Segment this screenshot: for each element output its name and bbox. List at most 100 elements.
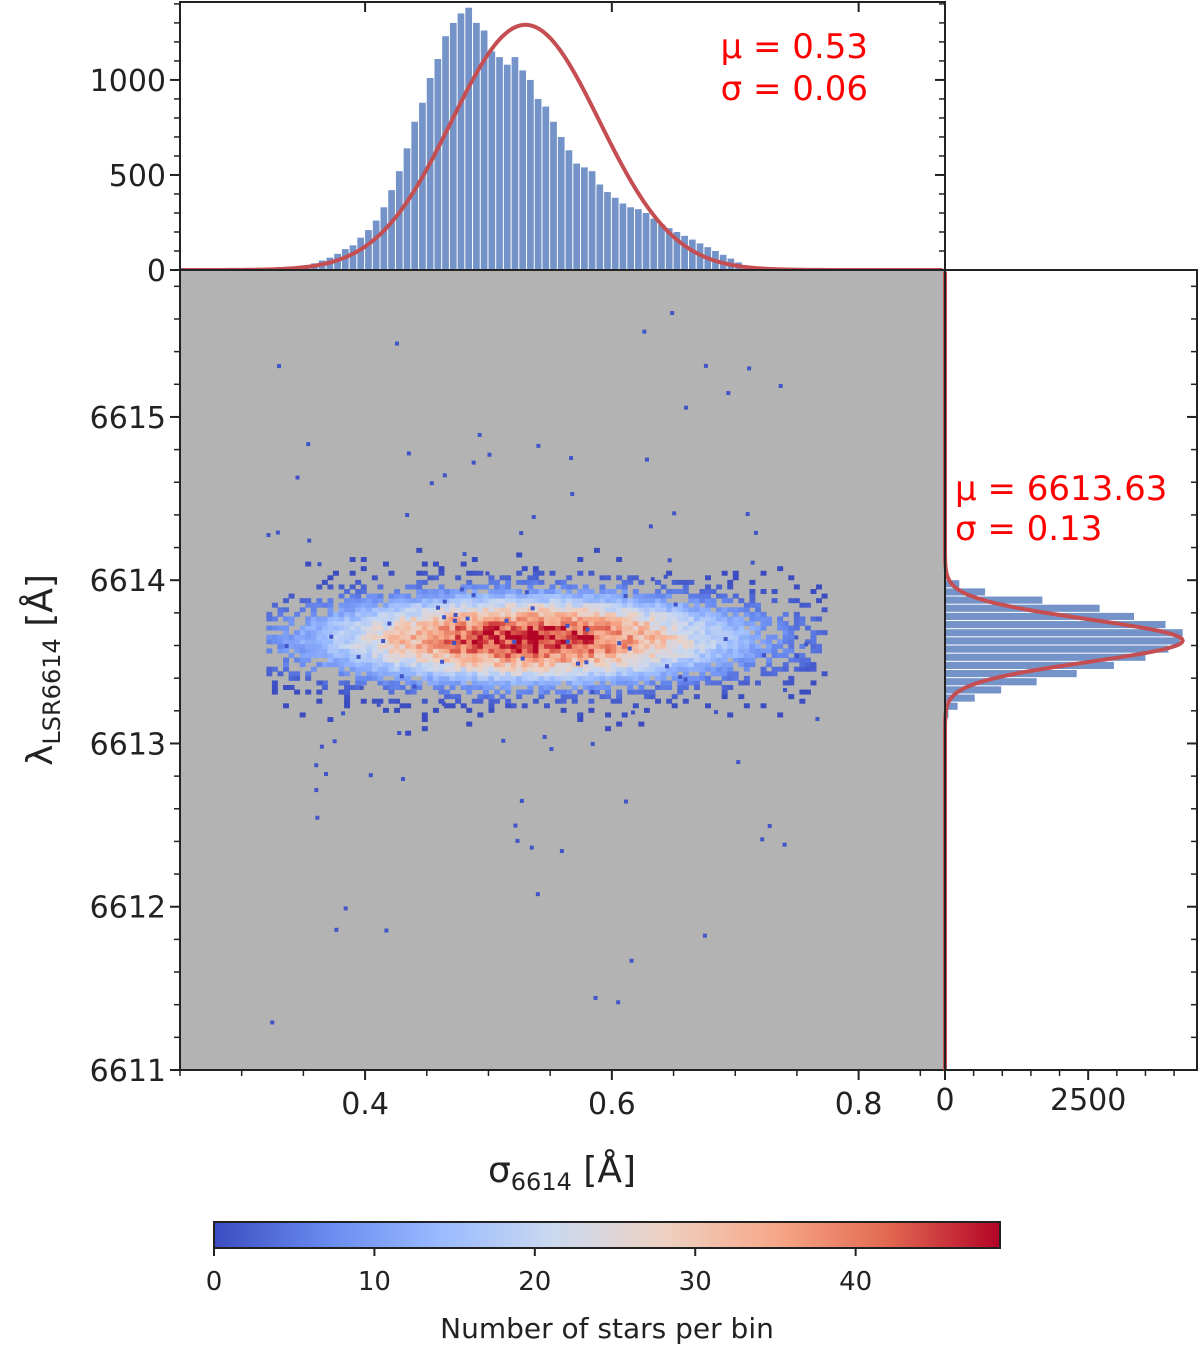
density-cell bbox=[749, 648, 756, 654]
density-cell bbox=[571, 680, 578, 686]
outlier-cell bbox=[723, 637, 728, 642]
density-cell bbox=[616, 575, 623, 581]
density-cell bbox=[394, 630, 401, 636]
density-cell bbox=[460, 625, 467, 631]
density-cell bbox=[271, 616, 278, 622]
density-cell bbox=[605, 694, 612, 700]
density-cell bbox=[638, 675, 645, 681]
density-cell bbox=[388, 662, 395, 668]
density-cell bbox=[660, 630, 667, 636]
density-cell bbox=[699, 621, 706, 626]
density-cell bbox=[294, 639, 301, 645]
density-cell bbox=[382, 561, 389, 567]
density-cell bbox=[360, 611, 367, 617]
density-cell bbox=[655, 634, 661, 640]
density-cell bbox=[416, 643, 423, 649]
density-cell bbox=[549, 589, 556, 594]
density-cells bbox=[266, 311, 828, 1025]
density-cell bbox=[410, 630, 417, 636]
density-cell bbox=[571, 616, 578, 622]
outlier-cell bbox=[672, 511, 677, 516]
density-cell bbox=[521, 639, 528, 645]
density-cell bbox=[693, 685, 700, 690]
density-cell bbox=[716, 607, 723, 613]
density-cell bbox=[299, 648, 306, 654]
density-cell bbox=[316, 602, 323, 608]
density-cell bbox=[527, 689, 534, 695]
density-cell bbox=[338, 625, 345, 631]
density-cell bbox=[327, 657, 334, 663]
density-cell bbox=[266, 634, 273, 640]
density-cell bbox=[549, 570, 556, 576]
outlier-cell bbox=[648, 524, 653, 529]
density-cell bbox=[405, 662, 412, 668]
density-cell bbox=[705, 675, 711, 681]
density-cell bbox=[555, 625, 562, 631]
density-cell bbox=[344, 616, 351, 622]
outlier-cell bbox=[504, 618, 509, 623]
outlier-cell bbox=[519, 798, 524, 803]
density-cell bbox=[571, 602, 578, 608]
density-cell bbox=[643, 598, 650, 604]
density-cell bbox=[344, 653, 351, 658]
density-cell bbox=[444, 602, 450, 608]
density-cell bbox=[643, 621, 650, 626]
density-cell bbox=[266, 639, 273, 645]
density-cell bbox=[582, 621, 589, 626]
density-cell bbox=[294, 643, 301, 649]
outlier-cell bbox=[667, 558, 672, 563]
density-cell bbox=[766, 634, 773, 640]
density-cell bbox=[582, 589, 589, 594]
density-cell bbox=[560, 625, 567, 631]
density-cell bbox=[743, 602, 750, 608]
density-cell bbox=[555, 698, 562, 704]
density-cell bbox=[460, 648, 467, 654]
density-cell bbox=[416, 671, 423, 677]
density-cell bbox=[632, 671, 639, 677]
density-cell bbox=[804, 689, 811, 695]
density-cell bbox=[549, 602, 556, 608]
density-cell bbox=[399, 616, 406, 622]
density-cell bbox=[699, 671, 706, 677]
density-cell bbox=[599, 602, 606, 608]
density-cell bbox=[366, 648, 373, 654]
density-cell bbox=[416, 680, 423, 686]
density-cell bbox=[338, 662, 345, 668]
density-cell bbox=[582, 607, 589, 613]
density-cell bbox=[355, 621, 362, 626]
density-cell bbox=[482, 607, 489, 613]
density-cell bbox=[394, 648, 401, 654]
top-annotation-sigma: σ = 0.06 bbox=[721, 69, 868, 109]
density-cell bbox=[527, 598, 534, 604]
density-cell bbox=[716, 671, 723, 677]
density-cell bbox=[455, 598, 462, 604]
density-cell bbox=[710, 602, 717, 608]
density-cell bbox=[616, 648, 623, 654]
density-cell bbox=[399, 671, 406, 677]
density-cell bbox=[421, 589, 428, 594]
density-cell bbox=[527, 621, 534, 626]
density-cell bbox=[477, 602, 484, 608]
density-cell bbox=[699, 589, 706, 594]
density-cell bbox=[593, 547, 600, 553]
top-histogram-bar bbox=[534, 98, 542, 270]
density-cell bbox=[494, 602, 500, 608]
density-cell bbox=[649, 634, 656, 640]
density-cell bbox=[277, 625, 284, 631]
density-cell bbox=[299, 639, 306, 645]
density-cell bbox=[571, 643, 578, 649]
outlier-cell bbox=[815, 717, 820, 721]
density-cell bbox=[666, 602, 673, 608]
density-cell bbox=[599, 630, 606, 636]
density-cell bbox=[532, 607, 539, 613]
density-cell bbox=[555, 611, 562, 617]
density-cell bbox=[327, 662, 334, 668]
density-cell bbox=[621, 602, 628, 608]
density-cell bbox=[466, 621, 473, 626]
density-cell bbox=[588, 634, 595, 640]
density-cell bbox=[593, 593, 600, 599]
outlier-cell bbox=[317, 562, 322, 567]
density-cell bbox=[427, 598, 434, 604]
density-cell bbox=[527, 648, 534, 654]
outlier-cell bbox=[513, 823, 518, 828]
